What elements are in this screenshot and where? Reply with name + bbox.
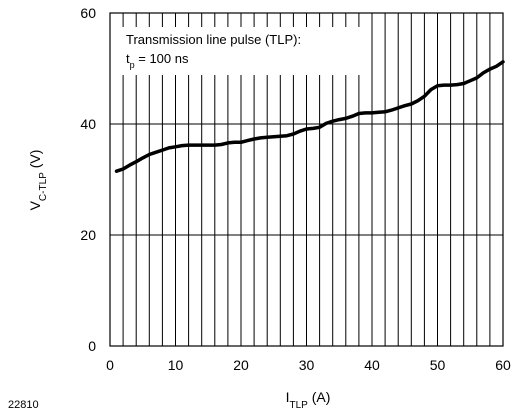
annotation-line-2: tp = 100 ns [126,51,189,70]
series-line-vclamp [114,60,505,173]
annotation-tp-main: t [126,51,130,66]
x-axis-label: ITLP (A) [286,389,331,411]
annotation-tp-value: = 100 ns [135,51,189,66]
plot-frame [109,12,504,347]
y-tick-label: 20 [80,227,96,243]
annotation-line-1: Transmission line pulse (TLP): [126,32,301,47]
tick-labels: 0 10 20 30 40 50 60 0 20 40 60 [80,5,511,373]
x-tick-label: 30 [299,357,315,373]
annotation-background [119,27,371,75]
x-axis-label-unit: (A) [308,389,331,405]
annotation-box: Transmission line pulse (TLP): tp = 100 … [119,27,371,75]
y-axis-label-unit: (V) [27,150,43,173]
x-tick-label: 10 [168,357,184,373]
y-tick-label: 0 [88,338,96,354]
x-tick-label: 60 [495,357,511,373]
x-tick-label: 40 [364,357,380,373]
x-tick-label: 50 [430,357,446,373]
y-axis-label-main: V [27,200,43,210]
x-axis-label-sub: TLP [289,400,308,411]
figure-id: 22810 [8,399,39,411]
y-axis-label: VC-TLP (V) [27,150,49,211]
x-tick-label: 20 [233,357,249,373]
y-axis-label-sub: C-TLP [38,172,49,201]
x-tick-label: 0 [106,357,114,373]
annotation-tp-sub: p [130,60,135,70]
curve-layer [114,60,505,173]
y-tick-label: 40 [80,116,96,132]
x-axis-label-main: I [286,389,290,405]
y-tick-label: 60 [80,5,96,21]
